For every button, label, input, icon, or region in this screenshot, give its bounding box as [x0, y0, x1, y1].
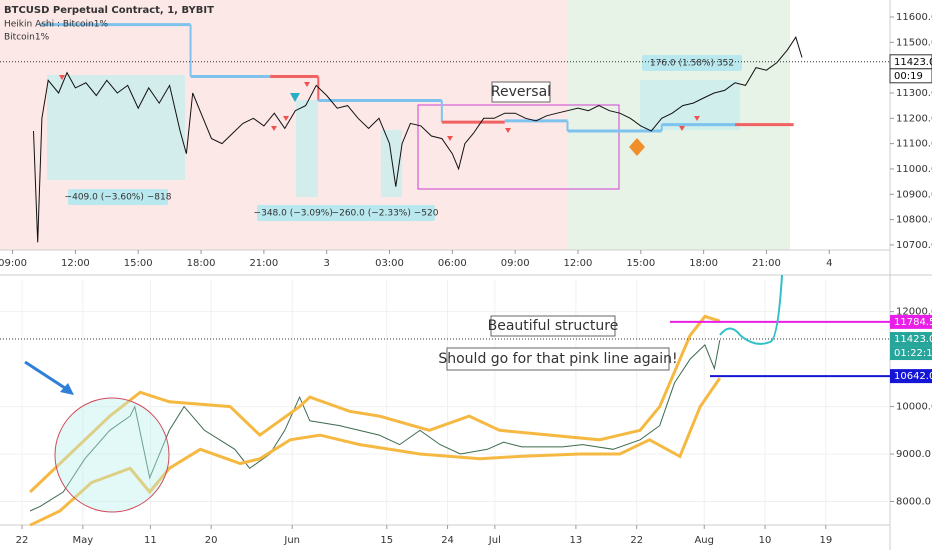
y-tick-label: 11200.0 [896, 113, 932, 124]
y-tick-label: 11600.0 [896, 12, 932, 23]
x-tick-label: 19 [819, 535, 832, 546]
arrow-head [60, 383, 74, 395]
annotation: 176.0 (1.58%) 352 [650, 59, 734, 69]
signal-marker [694, 116, 700, 121]
measure-box [640, 80, 740, 130]
x-tick-label: 15:00 [124, 258, 153, 269]
y-tick-label: 11100.0 [896, 139, 932, 150]
signal-marker [283, 116, 289, 121]
y-tick-label: 12000.0 [896, 307, 932, 318]
level-tag-label: 10642.0 [894, 371, 932, 382]
x-tick-label: 22 [16, 535, 29, 546]
price-line [33, 36, 803, 243]
level-tag [890, 314, 932, 329]
signal-marker [304, 82, 310, 87]
x-tick-label: 3 [323, 258, 329, 269]
signal-marker [290, 93, 300, 102]
x-tick-label: 18:00 [187, 258, 216, 269]
x-tick-label: 21:00 [752, 258, 781, 269]
countdown-tag [889, 68, 932, 84]
x-tick-label: 06:00 [438, 258, 467, 269]
y-tick-label: 11300.0 [896, 88, 932, 99]
annotation-bg [446, 347, 670, 371]
x-tick-label: 11 [144, 535, 157, 546]
signal-marker [59, 75, 65, 80]
signal-marker [679, 126, 685, 131]
y-tick-label: 11500.0 [896, 37, 932, 48]
signal-marker [505, 128, 511, 133]
measure-box [296, 100, 318, 197]
x-tick-label: May [72, 535, 93, 546]
x-tick-label: 10 [759, 535, 772, 546]
countdown: 00:19 [894, 71, 923, 82]
x-tick-label: 21:00 [249, 258, 278, 269]
countdown: 01:22:19 [894, 348, 932, 359]
measure-box [47, 75, 185, 180]
annotation: Beautiful structure [488, 318, 619, 334]
x-tick-label: Jul [488, 535, 501, 546]
level-tag-label: 11784.5 [894, 317, 932, 328]
y-tick-label: 10900.0 [896, 189, 932, 200]
x-tick-label: Aug [694, 535, 714, 546]
y-tick-label: 8000.0 [896, 497, 931, 508]
x-tick-label: Jun [283, 535, 300, 546]
annotation-bg [335, 205, 435, 221]
projection [719, 274, 783, 345]
x-tick-label: 12:00 [564, 258, 593, 269]
annotation-bg [490, 315, 616, 337]
legend-entry: Heikin Ashi : Bitcoin1% [4, 20, 108, 30]
x-tick-label: 18:00 [689, 258, 718, 269]
annotation: −409.0 (−3.60%) −818 [65, 193, 172, 203]
annotation-bg [642, 55, 742, 71]
signal-marker [447, 136, 453, 141]
annotation-bg [491, 81, 551, 103]
x-tick-label: 20 [205, 535, 218, 546]
x-tick-label: 4 [826, 258, 832, 269]
countdown-tag [890, 346, 932, 361]
y-tick-label: 11000.0 [896, 164, 932, 175]
reversal-box [417, 104, 620, 190]
highlight-circle [54, 397, 170, 513]
price-line [29, 314, 721, 494]
price-line [29, 340, 721, 512]
annotation: Should go for that pink line again! [438, 351, 677, 367]
price-tag-label: 11423.0 [894, 334, 932, 345]
y-tick-label: 10700.0 [896, 240, 932, 251]
x-tick-label: 15:00 [626, 258, 655, 269]
annotation-bg [68, 189, 168, 205]
price-tag [890, 332, 932, 347]
price-line [29, 377, 722, 527]
y-tick-label: 10800.0 [896, 215, 932, 226]
x-tick-label: 09:00 [0, 258, 27, 269]
x-tick-label: 15 [380, 535, 393, 546]
signal-marker [629, 138, 645, 156]
y-tick-label: 10000.0 [896, 402, 932, 413]
x-tick-label: 12:00 [61, 258, 90, 269]
x-tick-label: 09:00 [501, 258, 530, 269]
x-tick-label: 13 [570, 535, 583, 546]
chart-title: BTCUSD Perpetual Contract, 1, BYBIT [4, 5, 214, 16]
annotation: −348.0 (−3.09%) −696 [254, 209, 361, 219]
arrow [24, 360, 69, 392]
x-tick-label: 24 [441, 535, 454, 546]
level-tag [890, 369, 932, 384]
x-tick-label: 22 [630, 535, 643, 546]
annotation: Reversal [491, 84, 551, 100]
legend-entry: Bitcoin1% [4, 33, 50, 43]
signal-marker [271, 126, 277, 131]
price-tag-label: 11423.0 [894, 57, 932, 68]
annotation-bg [257, 205, 357, 221]
x-tick-label: 03:00 [375, 258, 404, 269]
annotation: −260.0 (−2.33%) −520 [332, 209, 439, 219]
y-tick-label: 9000.0 [896, 449, 931, 460]
